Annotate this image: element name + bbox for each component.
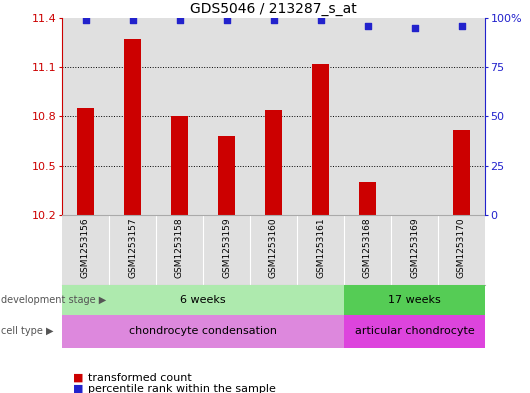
Text: GSM1253161: GSM1253161 (316, 217, 325, 278)
Bar (438, 215, 485, 285)
Bar (344, 315, 485, 348)
Text: GSM1253157: GSM1253157 (128, 217, 137, 278)
Text: percentile rank within the sample: percentile rank within the sample (89, 384, 276, 393)
Point (410, 25, 419, 31)
Bar (344, 215, 391, 285)
Bar (124, 39, 141, 215)
Bar (438, 18, 485, 215)
Text: 6 weeks: 6 weeks (180, 295, 226, 305)
Bar (109, 18, 156, 215)
Text: 17 weeks: 17 weeks (388, 295, 441, 305)
Text: articular chondrocyte: articular chondrocyte (355, 327, 474, 336)
Bar (250, 215, 297, 285)
Text: GSM1253168: GSM1253168 (363, 217, 372, 278)
Point (128, 17, 137, 23)
Text: GSM1253169: GSM1253169 (410, 217, 419, 278)
Text: transformed count: transformed count (89, 373, 192, 383)
Bar (109, 215, 156, 285)
Bar (77, 108, 94, 215)
Bar (312, 64, 329, 215)
Bar (218, 136, 235, 215)
Bar (453, 130, 470, 215)
Text: GSM1253159: GSM1253159 (222, 217, 231, 278)
Bar (156, 215, 203, 285)
Bar (344, 285, 485, 315)
Text: GSM1253158: GSM1253158 (175, 217, 184, 278)
Text: cell type ▶: cell type ▶ (1, 327, 54, 336)
Point (269, 17, 278, 23)
Text: GSM1253160: GSM1253160 (269, 217, 278, 278)
Bar (391, 215, 438, 285)
Text: ■: ■ (73, 384, 83, 393)
Bar (62, 285, 344, 315)
Bar (203, 215, 250, 285)
Bar (62, 315, 344, 348)
Point (363, 23, 372, 29)
Bar (359, 182, 376, 215)
Text: chondrocyte condensation: chondrocyte condensation (129, 327, 277, 336)
Point (457, 23, 466, 29)
Text: GSM1253170: GSM1253170 (457, 217, 466, 278)
Bar (203, 18, 250, 215)
Title: GDS5046 / 213287_s_at: GDS5046 / 213287_s_at (190, 2, 357, 16)
Bar (62, 18, 109, 215)
Text: development stage ▶: development stage ▶ (1, 295, 107, 305)
Text: ■: ■ (73, 373, 83, 383)
Bar (62, 215, 109, 285)
Bar (344, 18, 391, 215)
Bar (250, 18, 297, 215)
Bar (171, 116, 188, 215)
Bar (297, 215, 344, 285)
Bar (156, 18, 203, 215)
Point (81, 17, 90, 23)
Bar (297, 18, 344, 215)
Bar (391, 18, 438, 215)
Point (222, 17, 231, 23)
Bar (266, 110, 282, 215)
Text: GSM1253156: GSM1253156 (81, 217, 90, 278)
Point (175, 17, 184, 23)
Point (316, 17, 325, 23)
